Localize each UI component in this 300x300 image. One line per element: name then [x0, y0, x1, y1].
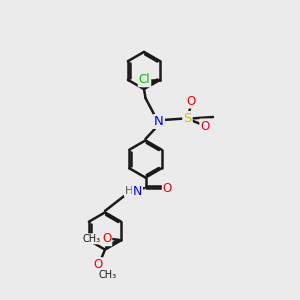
- Text: CH₃: CH₃: [82, 234, 100, 244]
- Text: S: S: [183, 112, 192, 125]
- Text: O: O: [102, 232, 111, 245]
- Text: O: O: [187, 94, 196, 108]
- Text: H: H: [125, 186, 133, 196]
- Text: CH₃: CH₃: [99, 270, 117, 280]
- Text: O: O: [163, 182, 172, 195]
- Text: N: N: [133, 184, 142, 198]
- Text: O: O: [200, 119, 209, 133]
- Text: N: N: [154, 115, 164, 128]
- Text: Cl: Cl: [139, 73, 150, 86]
- Text: O: O: [93, 258, 102, 271]
